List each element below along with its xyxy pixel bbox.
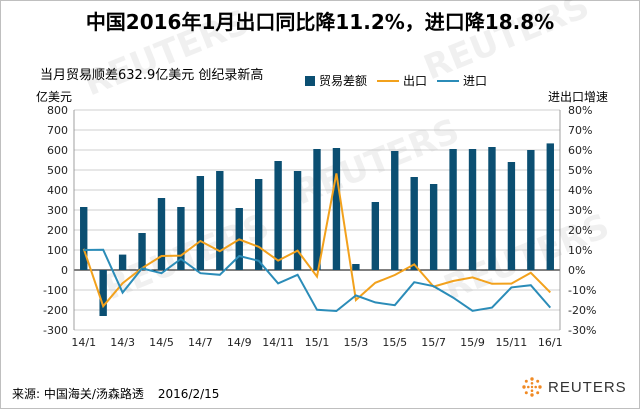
legend-swatch-export bbox=[377, 79, 400, 82]
right-axis-label: 进出口增速 bbox=[548, 90, 609, 104]
legend-item-balance: 贸易差额 bbox=[305, 72, 367, 89]
date-text: 2016/2/15 bbox=[157, 387, 220, 401]
legend-label-import: 进口 bbox=[463, 74, 488, 88]
legend-item-export: 出口 bbox=[377, 72, 427, 89]
chart-title: 中国2016年1月出口同比降11.2%，进口降18.8% bbox=[85, 10, 555, 34]
legend-swatch-import bbox=[437, 79, 460, 82]
reuters-wordmark: REUTERS bbox=[548, 378, 627, 396]
source-text: 来源: 中国海关/汤森路透 bbox=[12, 387, 144, 401]
legend-swatch-bar bbox=[305, 75, 315, 86]
legend-item-import: 进口 bbox=[437, 72, 487, 89]
legend-label-balance: 贸易差额 bbox=[319, 74, 368, 88]
legend-label-export: 出口 bbox=[403, 74, 428, 88]
reuters-dots-icon bbox=[522, 377, 542, 397]
footer: 来源: 中国海关/汤森路透 2016/2/15 bbox=[12, 385, 219, 402]
legend: 贸易差额 出口 进口 bbox=[305, 72, 497, 89]
reuters-logo: REUTERS bbox=[521, 376, 627, 398]
chart-subtitle: 当月贸易顺差632.9亿美元 创纪录新高 bbox=[40, 68, 264, 83]
left-axis-label: 亿美元 bbox=[36, 90, 73, 104]
